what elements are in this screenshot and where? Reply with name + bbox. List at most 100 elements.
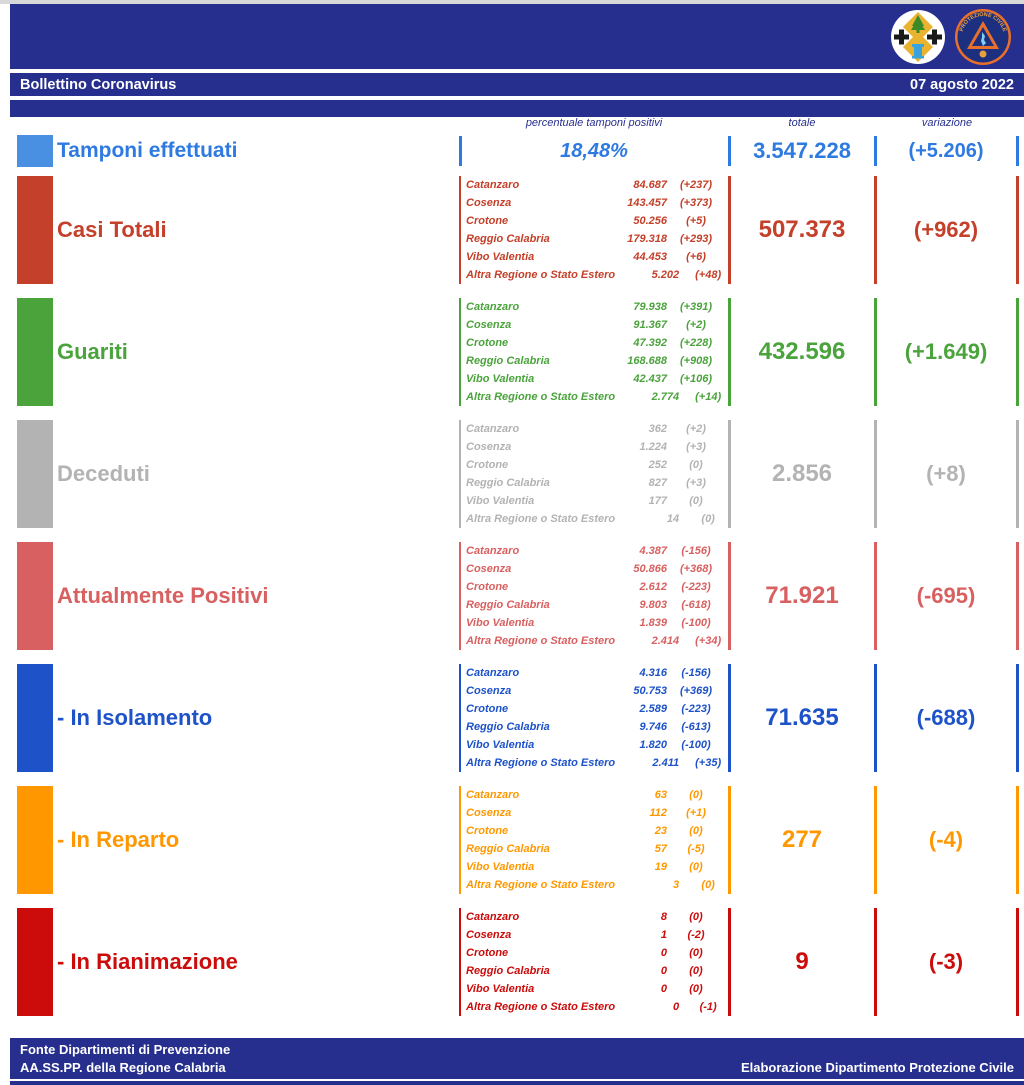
tamponi-label: Tamponi effettuati — [57, 139, 238, 162]
province-name: Cosenza — [466, 685, 512, 697]
stat-section: Deceduti Catanzaro 362 (+2) Cosenza 1.22… — [0, 418, 1024, 536]
divider — [1016, 664, 1019, 772]
province-value: 2.414 — [651, 635, 680, 647]
province-name: Reggio Calabria — [466, 965, 550, 977]
table-row: Catanzaro 63 (0) — [466, 786, 725, 804]
province-name: Altra Regione o Stato Estero — [466, 513, 616, 525]
province-value: 827 — [648, 477, 667, 489]
tamponi-variation: (+5.206) — [908, 139, 984, 162]
table-row: Reggio Calabria 168.688 (+908) — [466, 352, 725, 370]
section-variation: (-695) — [916, 583, 976, 608]
section-variation: (-688) — [916, 705, 976, 730]
province-value: 5.202 — [651, 269, 680, 281]
province-name: Cosenza — [466, 319, 512, 331]
table-row: Crotone 47.392 (+228) — [466, 334, 725, 352]
table-row: Crotone 252 (0) — [466, 456, 725, 474]
province-variation: (+2) — [686, 423, 706, 435]
province-value: 252 — [648, 459, 667, 471]
province-name: Catanzaro — [466, 911, 520, 923]
province-name: Altra Regione o Stato Estero — [466, 635, 616, 647]
province-name: Cosenza — [466, 807, 512, 819]
sections: Casi Totali Catanzaro 84.687 (+237) Cose… — [0, 174, 1024, 1028]
province-name: Reggio Calabria — [466, 477, 550, 489]
table-row: Reggio Calabria 179.318 (+293) — [466, 230, 725, 248]
province-value: 47.392 — [633, 337, 667, 349]
section-variation: (+8) — [926, 461, 966, 486]
province-name: Reggio Calabria — [466, 355, 550, 367]
table-row: Altra Regione o Stato Estero 2.411 (+35) — [466, 754, 725, 772]
province-table: Catanzaro 79.938 (+391) Cosenza 91.367 (… — [459, 298, 725, 406]
table-row: Cosenza 112 (+1) — [466, 804, 725, 822]
province-value: 177 — [648, 495, 667, 507]
divider — [728, 298, 731, 406]
province-table: Catanzaro 4.387 (-156) Cosenza 50.866 (+… — [459, 542, 725, 650]
province-value: 14 — [666, 513, 680, 525]
province-variation: (-1) — [699, 1001, 717, 1013]
province-variation: (0) — [689, 825, 703, 837]
table-row: Vibo Valentia 177 (0) — [466, 492, 725, 510]
divider — [874, 908, 877, 1016]
section-label: Guariti — [57, 339, 128, 364]
province-name: Reggio Calabria — [466, 233, 550, 245]
table-row: Cosenza 1 (-2) — [466, 926, 725, 944]
divider — [728, 420, 731, 528]
province-value: 168.688 — [627, 355, 667, 367]
province-value: 0 — [660, 965, 667, 977]
province-name: Vibo Valentia — [466, 373, 535, 385]
tamponi-total: 3.547.228 — [753, 138, 851, 163]
province-variation: (-156) — [681, 545, 711, 557]
stat-section: Guariti Catanzaro 79.938 (+391) Cosenza … — [0, 296, 1024, 414]
province-table: Catanzaro 8 (0) Cosenza 1 (-2) Crotone 0… — [459, 908, 725, 1016]
province-variation: (0) — [689, 861, 703, 873]
province-name: Crotone — [466, 947, 509, 959]
province-value: 362 — [648, 423, 667, 435]
protezione-civile-logo: PROTEZIONE CIVILE — [955, 8, 1011, 65]
province-variation: (+373) — [679, 197, 713, 209]
province-variation: (+391) — [679, 301, 713, 313]
table-row: Vibo Valentia 1.839 (-100) — [466, 614, 725, 632]
province-variation: (+369) — [679, 685, 713, 697]
divider — [1016, 420, 1019, 528]
col-header-variation: variazione — [921, 117, 973, 129]
province-value: 50.256 — [633, 215, 667, 227]
province-name: Reggio Calabria — [466, 721, 550, 733]
bottom-navy-strip — [10, 1081, 1024, 1085]
regione-calabria-logo — [891, 9, 945, 64]
province-name: Altra Regione o Stato Estero — [466, 1001, 616, 1013]
table-row: Cosenza 1.224 (+3) — [466, 438, 725, 456]
table-row: Cosenza 143.457 (+373) — [466, 194, 725, 212]
section-variation: (-4) — [928, 827, 964, 852]
province-name: Crotone — [466, 825, 509, 837]
province-value: 1.224 — [639, 441, 667, 453]
table-row: Crotone 0 (0) — [466, 944, 725, 962]
province-value: 84.687 — [633, 179, 667, 191]
province-variation: (-618) — [681, 599, 711, 611]
footer-elaboration: Elaborazione Dipartimento Protezione Civ… — [740, 1060, 1014, 1075]
table-row: Catanzaro 4.387 (-156) — [466, 542, 725, 560]
table-row: Altra Regione o Stato Estero 5.202 (+48) — [466, 266, 725, 284]
province-variation: (-613) — [681, 721, 711, 733]
province-variation: (-223) — [681, 581, 711, 593]
province-variation: (+14) — [695, 391, 722, 403]
table-row: Reggio Calabria 9.803 (-618) — [466, 596, 725, 614]
province-value: 0 — [660, 947, 667, 959]
province-value: 9.803 — [639, 599, 667, 611]
tamponi-percent: 18,48% — [560, 139, 628, 162]
divider — [874, 176, 877, 284]
province-variation: (+368) — [679, 563, 713, 575]
province-value: 19 — [654, 861, 667, 873]
divider — [728, 664, 731, 772]
table-row: Vibo Valentia 0 (0) — [466, 980, 725, 998]
divider — [728, 176, 731, 284]
province-variation: (-2) — [687, 929, 705, 941]
stat-section: - In Reparto Catanzaro 63 (0) Cosenza 11… — [0, 784, 1024, 902]
divider — [874, 298, 877, 406]
province-variation: (-223) — [681, 703, 711, 715]
province-name: Cosenza — [466, 563, 512, 575]
header-bar: PROTEZIONE CIVILE — [10, 4, 1024, 69]
province-value: 1 — [660, 929, 667, 941]
province-name: Altra Regione o Stato Estero — [466, 269, 616, 281]
province-name: Vibo Valentia — [466, 983, 535, 995]
section-color-chip — [17, 420, 53, 528]
divider — [728, 786, 731, 894]
